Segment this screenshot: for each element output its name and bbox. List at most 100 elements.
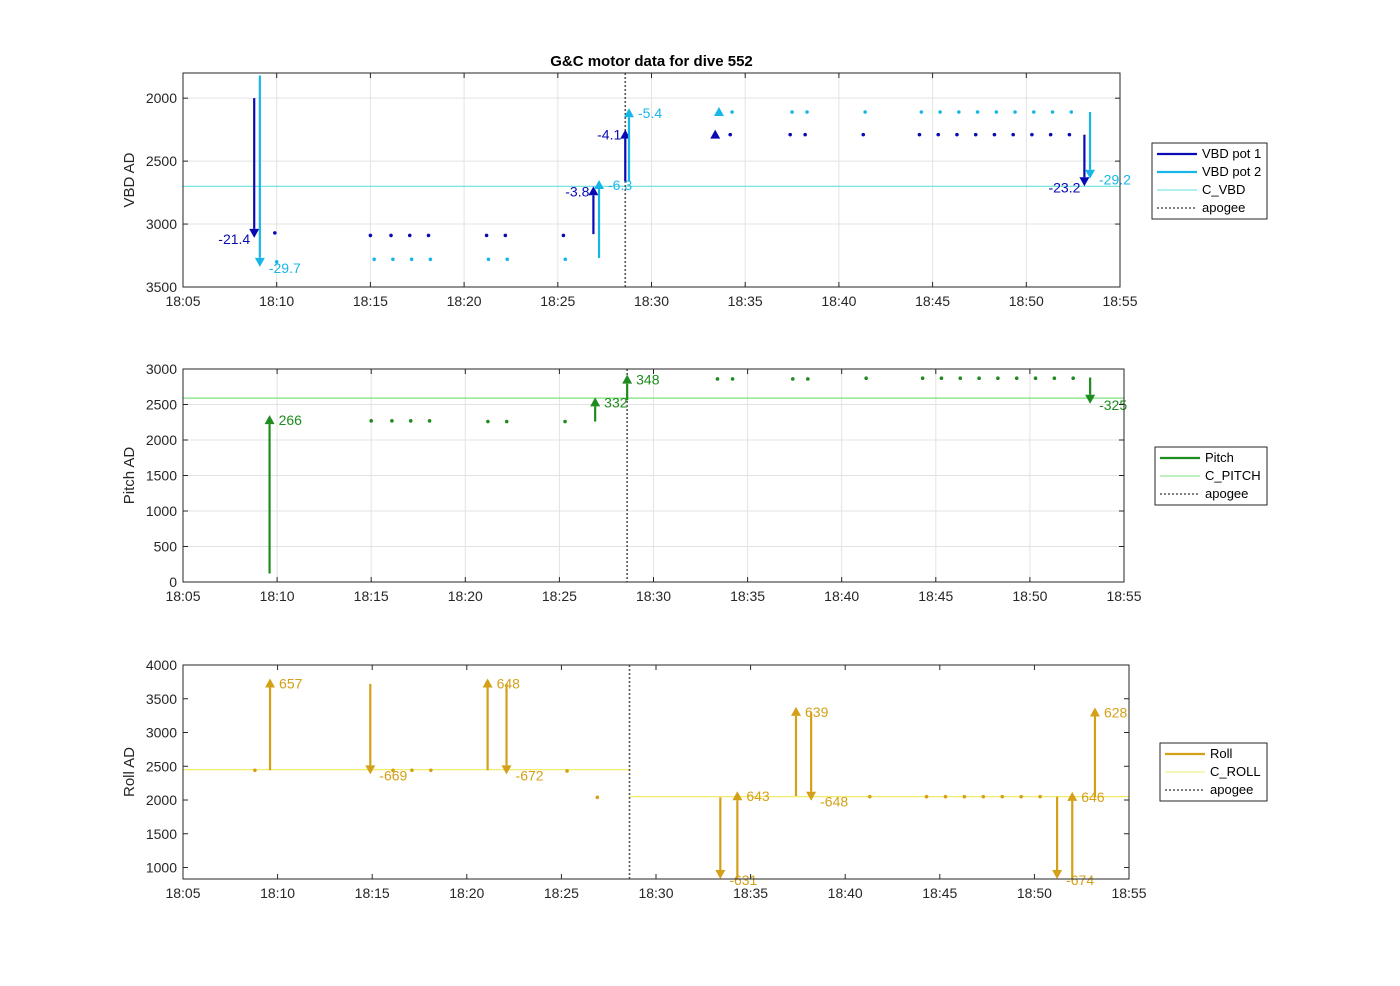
arrow-label: 639 [805, 704, 829, 720]
y-axis-label: Pitch AD [121, 447, 138, 505]
triangle-marker [713, 107, 724, 117]
y-tick-label: 2500 [146, 153, 177, 169]
data-point [981, 794, 986, 799]
arrow-label: -674 [1066, 872, 1094, 888]
data-point [1014, 376, 1019, 381]
y-tick-label: 3500 [146, 279, 177, 295]
y-tick-label: 3000 [146, 725, 177, 741]
data-point [973, 132, 978, 137]
data-point [977, 376, 981, 381]
plot-area [183, 665, 1129, 879]
data-point [958, 376, 963, 381]
arrow-label: -325 [1099, 397, 1127, 413]
arrow-label: 628 [1104, 705, 1128, 721]
data-point [372, 257, 376, 262]
data-point [1052, 376, 1057, 381]
arrow-head [264, 415, 275, 425]
y-axis-label: VBD AD [121, 152, 138, 207]
x-tick-label: 18:40 [828, 885, 863, 901]
data-point [1033, 376, 1038, 381]
data-point [1000, 794, 1005, 799]
data-point [728, 132, 733, 137]
data-point [486, 419, 490, 424]
data-point [503, 233, 508, 238]
x-tick-label: 18:30 [638, 885, 673, 901]
data-point [565, 769, 569, 773]
data-point [391, 768, 395, 773]
arrow-head [588, 186, 599, 196]
x-tick-label: 18:10 [260, 885, 295, 901]
data-point [861, 132, 866, 137]
data-point [426, 233, 431, 238]
legend-entry: Pitch [1205, 450, 1234, 465]
data-point [938, 110, 942, 114]
legend-entry: apogee [1210, 782, 1253, 797]
arrow-head [1085, 169, 1096, 179]
data-point [408, 419, 413, 423]
arrow-head [622, 374, 633, 384]
arrow-label: -4.1 [597, 127, 621, 143]
arrow-head [254, 257, 265, 267]
data-point [504, 419, 509, 424]
arrow-label: 648 [497, 676, 521, 692]
data-point [955, 132, 959, 137]
x-tick-label: 18:55 [1111, 885, 1146, 901]
x-tick-label: 18:45 [922, 885, 957, 901]
arrow-head [1067, 791, 1078, 801]
data-point [563, 257, 568, 262]
legend-box [1151, 142, 1268, 220]
data-point [409, 257, 414, 262]
y-tick-label: 2000 [146, 792, 177, 808]
data-point [975, 110, 980, 114]
data-point [561, 233, 566, 238]
y-tick-label: 3500 [146, 691, 177, 707]
x-tick-label: 18:35 [728, 293, 763, 309]
data-point [253, 768, 257, 773]
y-tick-label: 3000 [146, 361, 177, 377]
x-tick-label: 18:05 [165, 588, 200, 604]
y-tick-label: 2500 [146, 397, 177, 413]
data-point [994, 110, 999, 114]
data-point [1048, 132, 1053, 137]
arrow-label: -29.2 [1099, 172, 1131, 188]
arrow-head [1052, 870, 1063, 879]
x-tick-label: 18:10 [259, 293, 294, 309]
chart-2: 266 332 348 -325 18:05 18:10 18:15 18:20 18:25 18… [121, 361, 1268, 604]
legend-entry: Roll [1210, 746, 1233, 761]
data-point [936, 132, 941, 137]
data-point [484, 233, 489, 238]
y-tick-label: 500 [154, 539, 178, 555]
y-tick-label: 1000 [146, 503, 177, 519]
data-point [788, 132, 792, 137]
data-point [390, 419, 394, 423]
data-point [1011, 132, 1015, 137]
data-point [563, 419, 567, 424]
x-tick-label: 18:15 [355, 885, 390, 901]
arrow-head [624, 108, 635, 118]
data-point [730, 110, 734, 114]
x-tick-label: 18:20 [448, 588, 483, 604]
arrow-label: 332 [604, 394, 628, 410]
arrow-label: -672 [516, 767, 544, 783]
x-tick-label: 18:30 [634, 293, 669, 309]
arrow-label: 643 [746, 788, 770, 804]
y-tick-label: 2000 [146, 432, 177, 448]
data-point [429, 768, 433, 773]
y-tick-label: 1500 [146, 826, 177, 842]
data-point [274, 260, 279, 264]
y-axis-label: Roll AD [121, 747, 138, 797]
legend-entry: apogee [1202, 200, 1245, 215]
data-point [790, 377, 795, 381]
arrow-head [265, 678, 276, 688]
data-point [1069, 110, 1074, 114]
data-point [939, 376, 944, 381]
arrow-head [1085, 394, 1096, 404]
chart-3: 657-669648-672-631643639-648-67464662818… [121, 657, 1268, 901]
x-tick-label: 18:35 [733, 885, 768, 901]
x-tick-label: 18:40 [821, 293, 856, 309]
arrow-head [715, 870, 726, 879]
x-tick-label: 18:55 [1106, 588, 1141, 604]
data-point [1013, 110, 1017, 114]
legend-entry: C_ROLL [1210, 764, 1261, 779]
